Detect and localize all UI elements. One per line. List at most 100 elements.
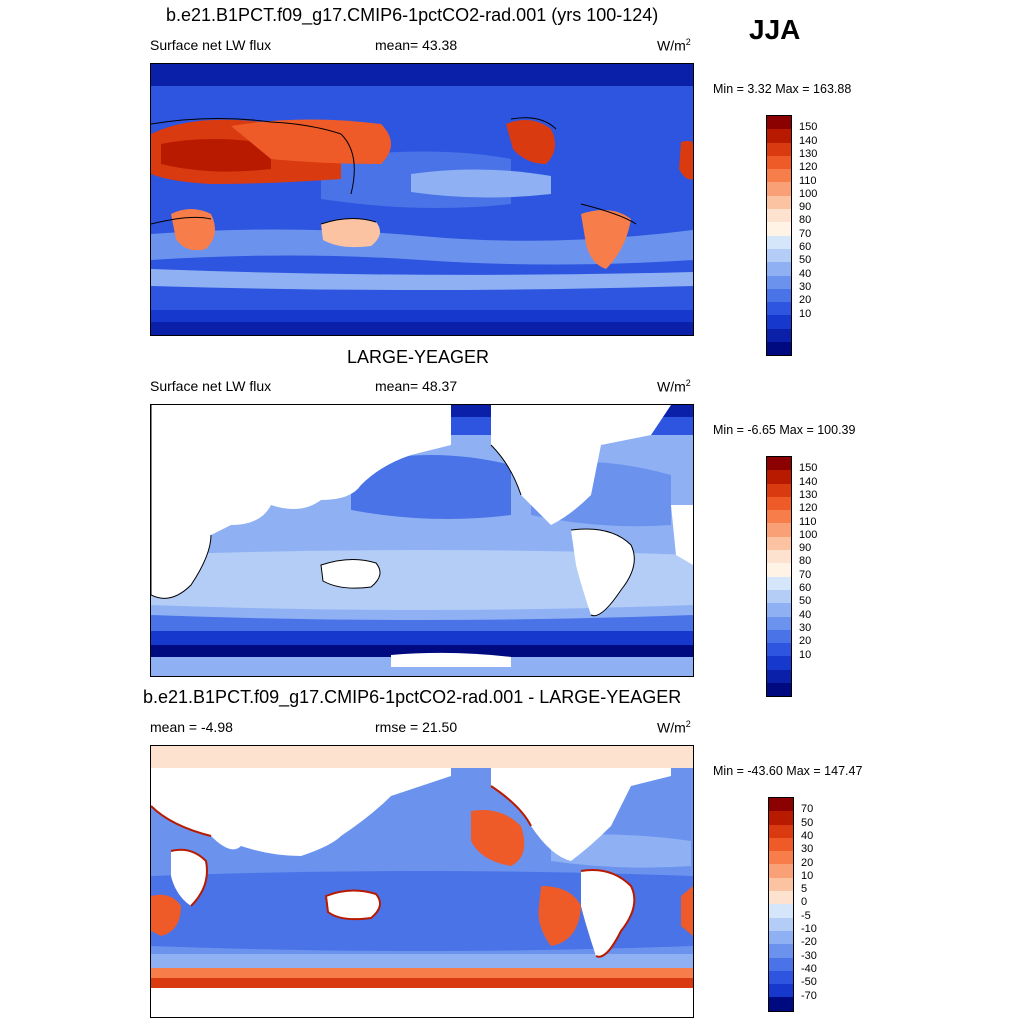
colorbar-tick-label: 60 [799,241,812,253]
colorbar-swatch [767,262,791,276]
colorbar-tick-label: 20 [799,294,812,307]
colorbar-tick-label: -20 [801,936,817,949]
colorbar-tick-label: 100 [799,528,818,541]
panel3-rmse: rmse = 21.50 [375,719,458,735]
colorbar-swatch [767,470,791,484]
panel2-units: W/m2 [657,378,691,395]
colorbar-swatch [767,169,791,183]
season-label: JJA [749,14,801,45]
colorbar-swatch [769,904,793,918]
colorbar-tick-label: -40 [801,962,817,975]
colorbar-swatch [767,129,791,143]
colorbar-swatch [767,563,791,577]
colorbar-swatch [767,643,791,657]
colorbar-tick-label: 130 [799,488,818,501]
colorbar-swatch [767,155,791,170]
colorbar-tick-label: 150 [799,121,818,134]
panel3-units: W/m2 [657,719,691,736]
colorbar-swatch [767,195,791,210]
colorbar-tick-label: 50 [801,816,814,829]
colorbar-swatch [767,669,791,684]
colorbar-tick-label: -30 [801,949,817,962]
colorbar-swatch [769,970,793,985]
colorbar-swatch [769,837,793,852]
colorbar-swatch [769,984,793,998]
colorbar-swatch [769,851,793,865]
colorbar-swatch [767,589,791,604]
panel3-mean: mean = -4.98 [150,719,233,735]
colorbar-swatch [767,496,791,511]
colorbar-swatch [767,142,791,156]
colorbar-tick-label: -50 [801,976,817,989]
colorbar-tick-label: 40 [799,267,812,280]
colorbar-tick-label: 110 [799,515,817,528]
colorbar-swatch [767,248,791,263]
colorbar-tick-label: -5 [801,909,811,922]
colorbar-tick-label: 30 [801,843,814,856]
colorbar-swatch [767,483,791,497]
colorbar-swatch [767,603,791,617]
panel1-map [150,63,694,336]
colorbar-swatch [767,550,791,564]
colorbar-tick-label: 50 [799,595,812,608]
panel3-colorbar [768,797,794,1012]
colorbar-swatch [767,302,791,316]
colorbar-tick-label: 70 [799,568,812,581]
colorbar-swatch [767,275,791,289]
colorbar-tick-label: 10 [799,648,812,661]
colorbar-swatch [767,523,791,537]
colorbar-swatch [769,997,793,1011]
colorbar-tick-label: 90 [799,201,812,214]
colorbar-tick-label: 50 [799,254,812,267]
panel1-colorbar [766,115,792,357]
colorbar-tick-label: 140 [799,134,818,147]
colorbar-tick-label: -10 [801,923,817,935]
colorbar-swatch [767,656,791,670]
panel2-colorbar [766,456,792,698]
colorbar-tick-label: 90 [799,542,812,555]
colorbar-tick-label: 10 [799,307,812,320]
colorbar-swatch [767,576,791,590]
colorbar-swatch [767,182,791,196]
colorbar-swatch [767,315,791,329]
panel2-variable: Surface net LW flux [150,378,272,394]
colorbar-swatch [767,288,791,303]
panel2-mean: mean= 48.37 [375,378,458,394]
panel3-map [150,745,694,1018]
colorbar-swatch [769,917,793,931]
colorbar-swatch [767,683,791,697]
colorbar-tick-label: 20 [799,635,812,648]
colorbar-tick-label: 60 [799,582,812,594]
colorbar-swatch [769,864,793,878]
colorbar-tick-label: 20 [801,856,814,869]
colorbar-tick-label: 150 [799,462,818,475]
colorbar-swatch [767,629,791,644]
colorbar-swatch [767,328,791,343]
panel1-minmax: Min = 3.32 Max = 163.88 [713,82,852,96]
panel1-variable: Surface net LW flux [150,37,272,53]
panel3-minmax: Min = -43.60 Max = 147.47 [713,764,863,778]
colorbar-swatch [767,116,791,130]
colorbar-swatch [769,930,793,945]
colorbar-tick-label: 30 [799,280,812,293]
colorbar-tick-label: 80 [799,214,812,227]
panel1-mean: mean= 43.38 [375,37,458,53]
colorbar-swatch [769,944,793,958]
colorbar-tick-label: 130 [799,147,818,160]
colorbar-swatch [767,209,791,223]
colorbar-tick-label: 5 [801,883,808,896]
panel1-title: b.e21.B1PCT.f09_g17.CMIP6-1pctCO2-rad.00… [166,5,659,25]
panel2-title: LARGE-YEAGER [347,347,490,367]
colorbar-tick-label: 110 [799,174,817,187]
colorbar-tick-label: 120 [799,161,818,174]
colorbar-swatch [767,342,791,356]
colorbar-tick-label: 40 [799,608,812,621]
colorbar-tick-label: 0 [801,896,808,909]
colorbar-tick-label: 40 [801,829,814,842]
colorbar-tick-label: 70 [801,803,814,816]
colorbar-swatch [767,510,791,524]
colorbar-swatch [769,891,793,905]
panel3-title: b.e21.B1PCT.f09_g17.CMIP6-1pctCO2-rad.00… [143,687,682,707]
colorbar-tick-label: 120 [799,502,818,515]
colorbar-swatch [767,616,791,630]
